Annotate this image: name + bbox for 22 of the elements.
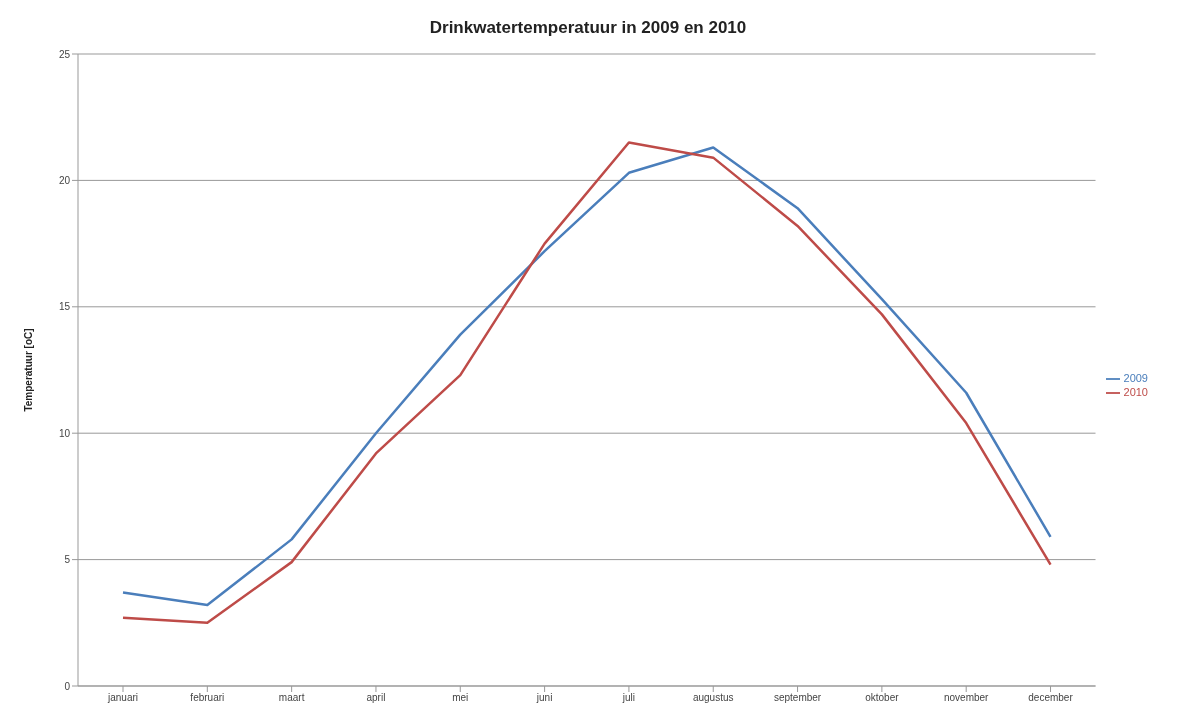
y-tick-label: 0	[64, 680, 71, 692]
chart-title: Drinkwatertemperatuur in 2009 en 2010	[428, 18, 748, 38]
y-tick-label: 15	[58, 301, 71, 313]
legend-label: 2009	[1123, 371, 1148, 384]
y-tick-label: 25	[58, 48, 71, 60]
x-tick-label: november	[943, 692, 990, 704]
x-tick-label: maart	[278, 692, 305, 704]
x-tick-label: januari	[106, 692, 139, 704]
x-tick-label: oktober	[865, 692, 900, 704]
y-tick-label: 20	[58, 174, 71, 186]
x-tick-label: mei	[452, 692, 469, 704]
x-tick-label: december	[1028, 692, 1074, 704]
y-tick-label: 5	[64, 554, 71, 566]
x-tick-label: juni	[535, 692, 553, 704]
x-tick-label: augustus	[692, 692, 734, 704]
x-tick-label: juli	[621, 692, 636, 704]
x-tick-label: februari	[190, 692, 225, 704]
x-tick-label: september	[773, 692, 822, 704]
y-tick-label: 10	[58, 427, 71, 439]
legend-label: 2010	[1123, 386, 1148, 398]
y-axis-title: Temperatuur [oC]	[22, 328, 34, 412]
x-tick-label: april	[366, 692, 386, 704]
